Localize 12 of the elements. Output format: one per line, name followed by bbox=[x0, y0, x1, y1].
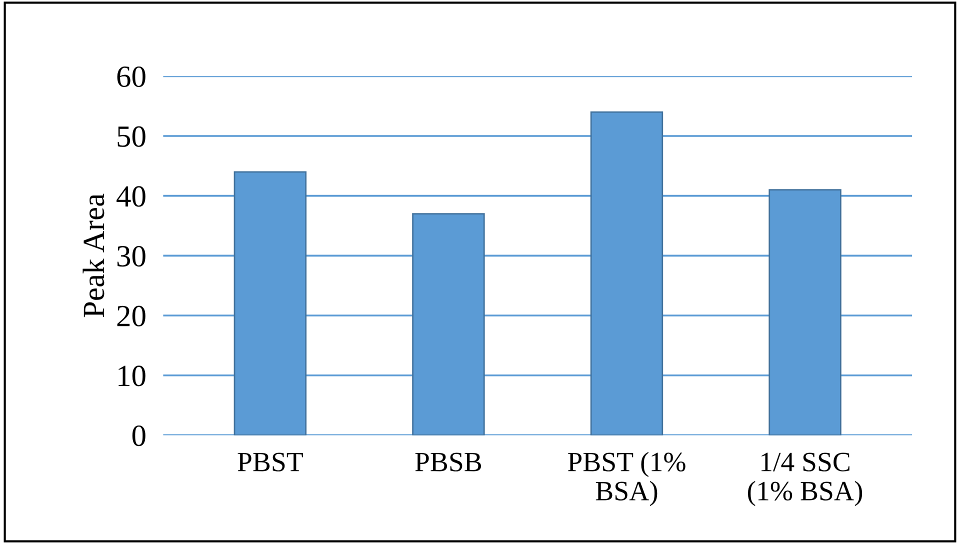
x-tick-label: PBSB bbox=[415, 452, 482, 472]
y-tick-label: 30 bbox=[117, 246, 146, 267]
y-tick-label: 20 bbox=[117, 306, 146, 326]
y-tick-label: 10 bbox=[118, 366, 146, 386]
x-tick-label: 1/4 SSC (1% BSA) bbox=[748, 452, 862, 506]
y-tick-label: 60 bbox=[117, 66, 146, 88]
x-tick-label: PBST (1% BSA) bbox=[568, 452, 686, 506]
y-tick-label: 0 bbox=[132, 425, 146, 446]
y-tick-label: 40 bbox=[116, 186, 146, 207]
y-axis-title: Peak Area bbox=[82, 194, 104, 318]
y-tick-label: 50 bbox=[118, 126, 146, 147]
x-tick-label: PBST bbox=[238, 452, 303, 472]
